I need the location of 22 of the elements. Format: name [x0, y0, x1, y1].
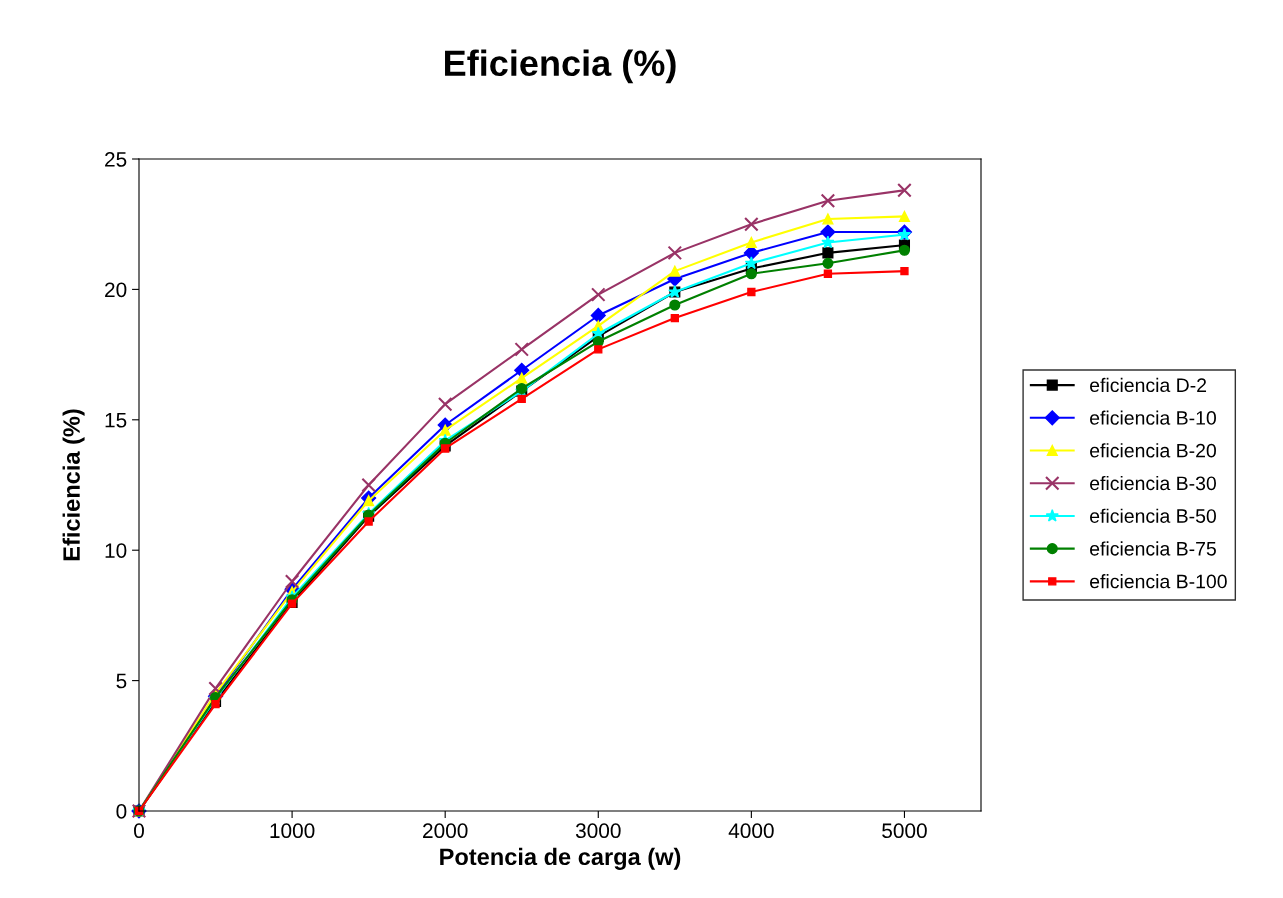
y-tick-label: 0 [116, 804, 127, 819]
y-axis-title: Eficiencia (%) [62, 409, 85, 561]
y-tick-label: 25 [105, 152, 127, 167]
y-tick-label: 15 [105, 413, 127, 428]
legend-label: eficiencia B-20 [1090, 443, 1216, 458]
legend-label: eficiencia B-10 [1090, 410, 1216, 425]
x-tick-label: 1000 [270, 823, 315, 839]
x-tick-label: 5000 [882, 823, 927, 839]
chart-title: Eficiencia (%) [445, 49, 676, 84]
x-tick-label: 0 [134, 823, 144, 839]
x-axis-title: Potencia de carga (w) [440, 847, 681, 870]
legend-label: eficiencia B-75 [1090, 541, 1216, 556]
legend-label: eficiencia D-2 [1090, 377, 1207, 393]
x-tick-label: 3000 [575, 823, 621, 839]
x-tick-label: 4000 [728, 823, 774, 839]
x-tick-label: 2000 [423, 823, 468, 839]
y-tick-label: 10 [105, 543, 127, 558]
legend-label: eficiencia B-50 [1090, 508, 1216, 523]
y-tick-label: 5 [116, 673, 127, 689]
legend-label: eficiencia B-30 [1090, 475, 1216, 491]
y-tick-label: 20 [105, 282, 127, 298]
legend-label: eficiencia B-100 [1090, 574, 1227, 589]
